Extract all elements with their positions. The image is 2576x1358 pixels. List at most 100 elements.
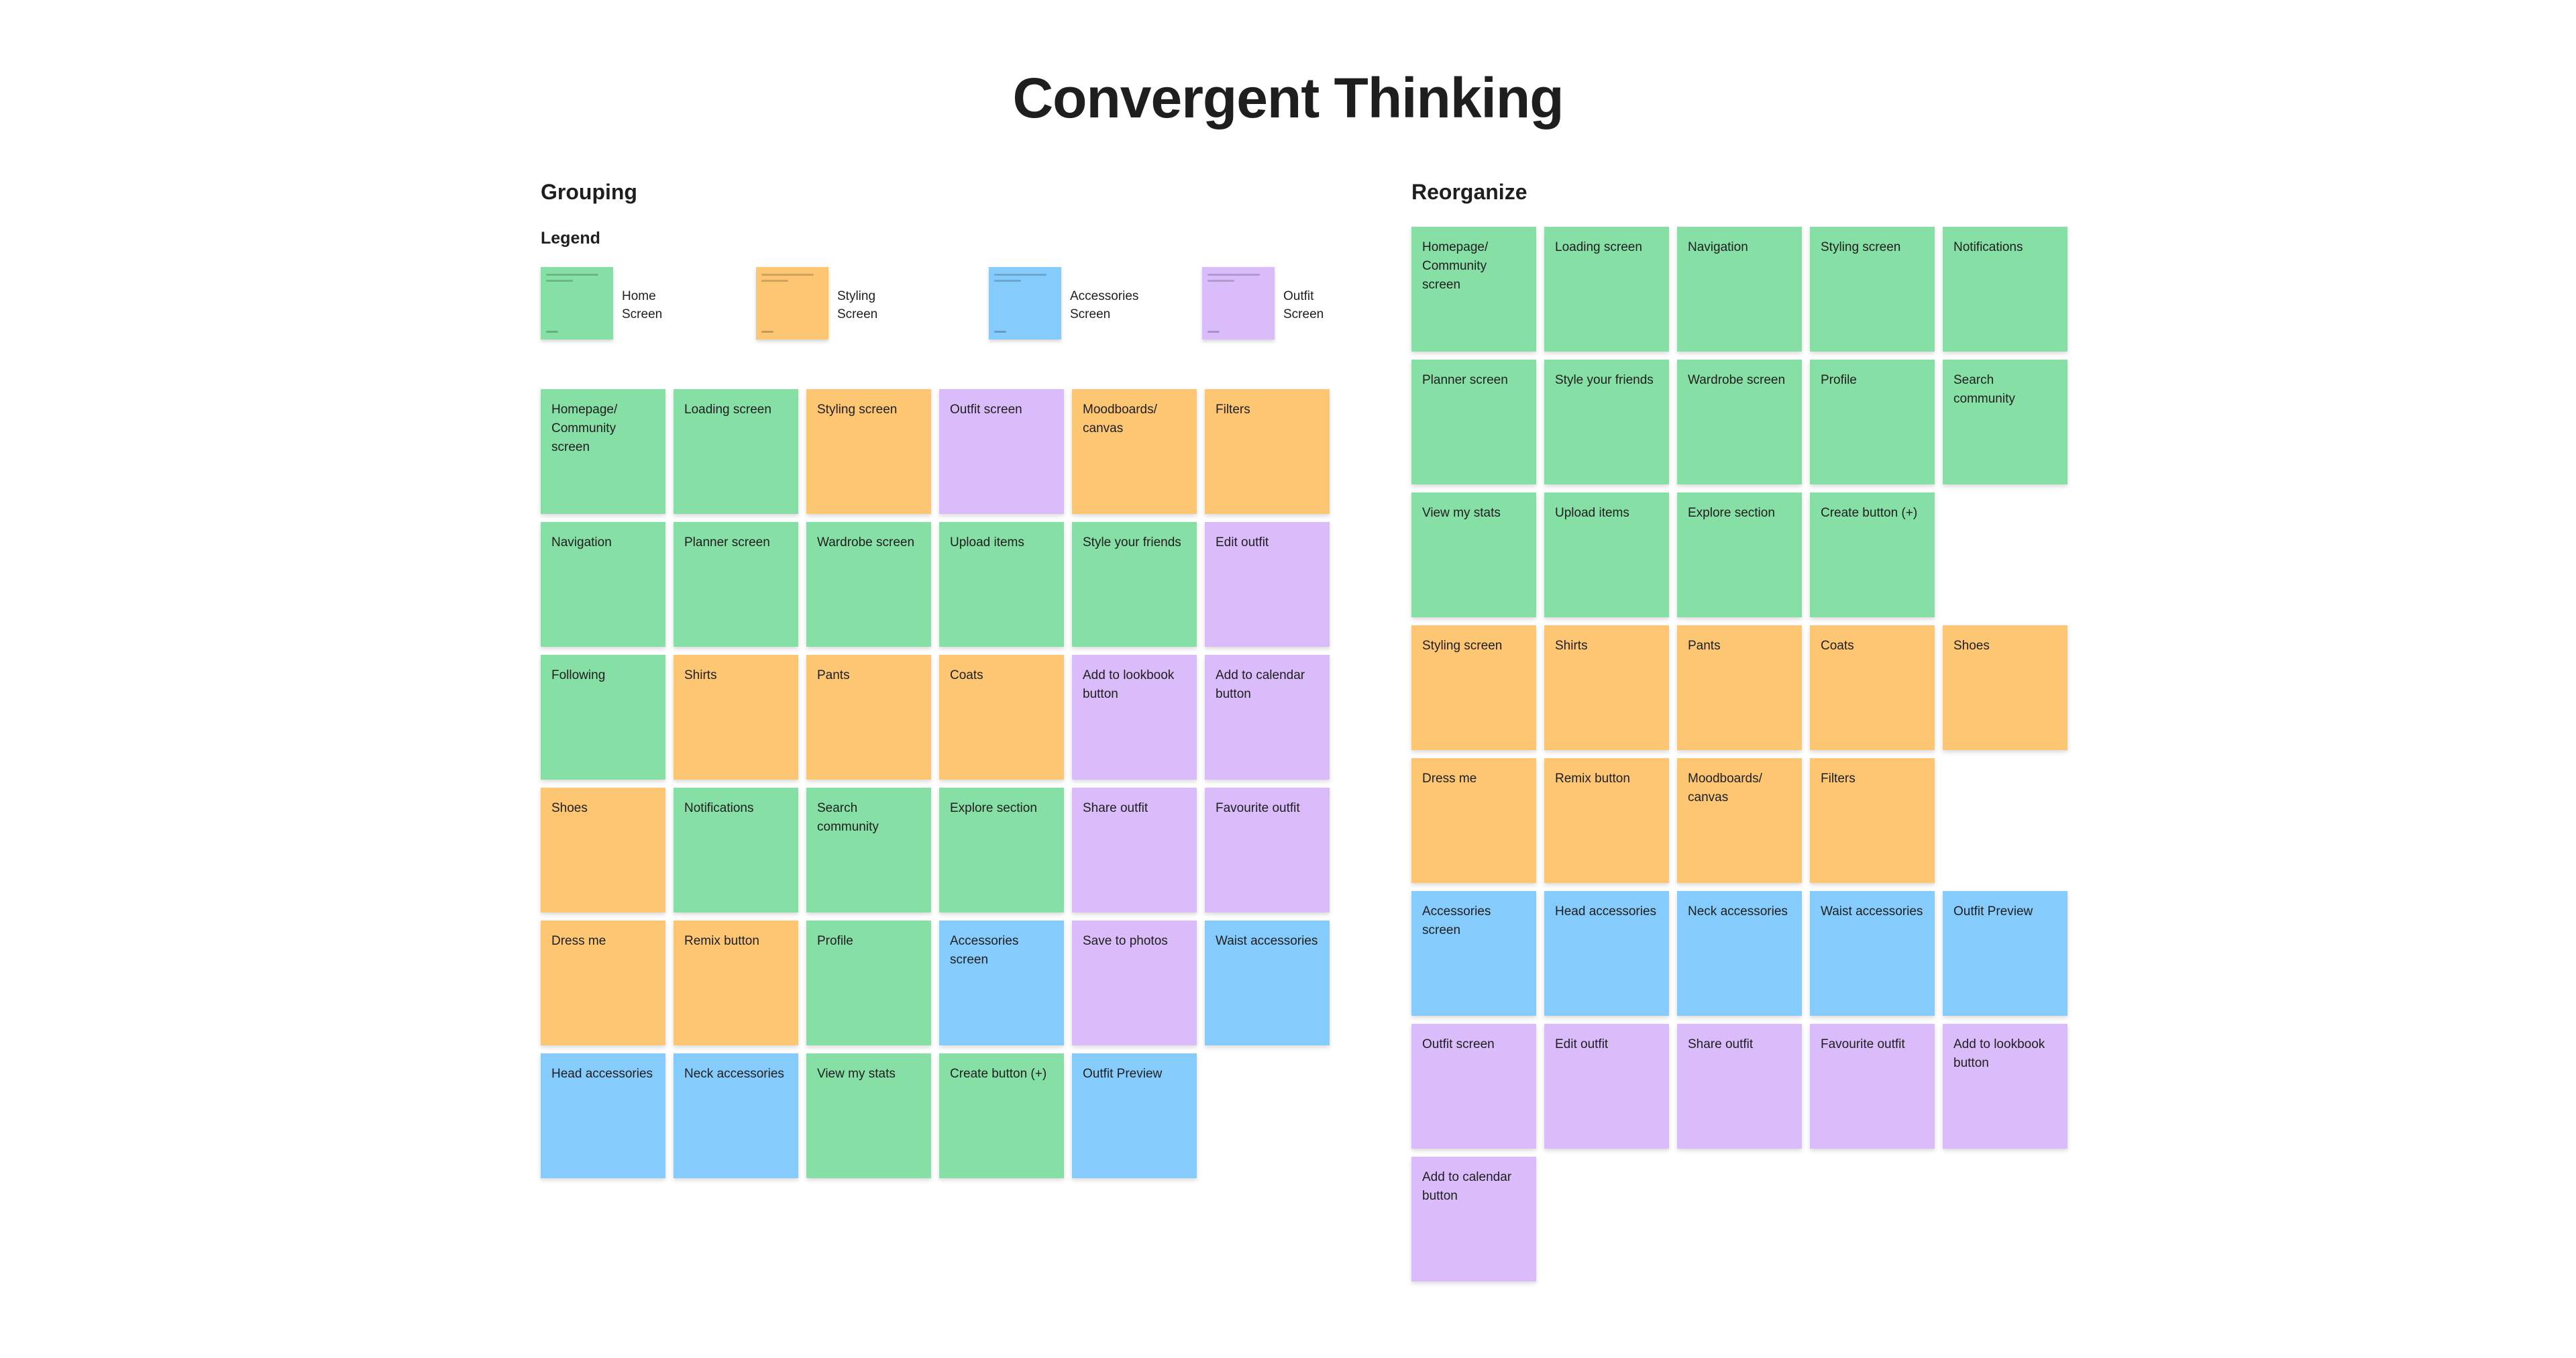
sticky-note[interactable]: Search community — [1943, 360, 2068, 484]
sticky-note[interactable]: Style your friends — [1544, 360, 1669, 484]
sticky-note[interactable]: Add to lookbook button — [1943, 1024, 2068, 1149]
sticky-note[interactable]: Neck accessories — [1677, 891, 1802, 1016]
sticky-note[interactable]: Remix button — [674, 921, 798, 1045]
sticky-note-text: Remix button — [1555, 772, 1630, 786]
sticky-note[interactable]: Add to calendar button — [1411, 1157, 1536, 1282]
sticky-note[interactable]: Search community — [806, 788, 931, 912]
sticky-note-text: Styling screen — [1821, 240, 1901, 254]
sticky-note[interactable]: Explore section — [939, 788, 1064, 912]
legend-color-swatch[interactable] — [756, 267, 828, 340]
sticky-note[interactable]: Coats — [1810, 625, 1935, 750]
sticky-note[interactable]: Filters — [1810, 758, 1935, 883]
sticky-note-text: Filters — [1216, 403, 1250, 417]
sticky-note[interactable]: Head accessories — [541, 1053, 665, 1178]
sticky-note[interactable]: Create button (+) — [1810, 492, 1935, 617]
grouping-section-title: Grouping — [541, 180, 637, 204]
sticky-note-text: Dress me — [1422, 772, 1477, 786]
sticky-note[interactable]: Share outfit — [1072, 788, 1197, 912]
sticky-note[interactable]: Pants — [1677, 625, 1802, 750]
legend-swatch-placeholder-line — [761, 331, 773, 333]
sticky-note[interactable]: Outfit Preview — [1072, 1053, 1197, 1178]
sticky-note[interactable]: Homepage/ Community screen — [1411, 227, 1536, 352]
sticky-note[interactable]: Save to photos — [1072, 921, 1197, 1045]
sticky-note-text: Wardrobe screen — [817, 535, 915, 550]
sticky-note[interactable]: Styling screen — [1810, 227, 1935, 352]
sticky-note[interactable]: Accessories screen — [939, 921, 1064, 1045]
sticky-note[interactable]: Favourite outfit — [1205, 788, 1330, 912]
sticky-note-text: Homepage/ Community screen — [551, 403, 618, 454]
sticky-note[interactable]: Planner screen — [1411, 360, 1536, 484]
sticky-note[interactable]: Notifications — [674, 788, 798, 912]
sticky-note[interactable]: Head accessories — [1544, 891, 1669, 1016]
sticky-note-text: Explore section — [950, 801, 1037, 815]
sticky-note-text: Planner screen — [684, 535, 770, 550]
sticky-note[interactable]: Outfit Preview — [1943, 891, 2068, 1016]
legend-color-swatch[interactable] — [1202, 267, 1275, 340]
sticky-note[interactable]: Filters — [1205, 389, 1330, 514]
sticky-note[interactable]: Upload items — [1544, 492, 1669, 617]
legend-swatch-placeholder-line — [546, 280, 573, 282]
sticky-note-text: Accessories screen — [1422, 904, 1491, 937]
sticky-note[interactable]: Homepage/ Community screen — [541, 389, 665, 514]
sticky-note[interactable]: Dress me — [541, 921, 665, 1045]
sticky-note-text: Search community — [1953, 373, 2015, 406]
sticky-note[interactable]: Create button (+) — [939, 1053, 1064, 1178]
sticky-note[interactable]: Explore section — [1677, 492, 1802, 617]
sticky-note[interactable]: Coats — [939, 655, 1064, 780]
sticky-note[interactable]: Planner screen — [674, 522, 798, 647]
sticky-note[interactable]: Edit outfit — [1205, 522, 1330, 647]
sticky-note-text: Styling screen — [817, 403, 898, 417]
sticky-note-text: Shirts — [684, 668, 717, 682]
legend-label: Accessories Screen — [1070, 289, 1139, 321]
sticky-note-text: Moodboards/ canvas — [1688, 772, 1762, 804]
legend-label: Styling Screen — [837, 289, 878, 321]
sticky-note[interactable]: Outfit screen — [939, 389, 1064, 514]
sticky-note[interactable]: Shirts — [1544, 625, 1669, 750]
sticky-note-text: Remix button — [684, 934, 759, 948]
sticky-note[interactable]: Accessories screen — [1411, 891, 1536, 1016]
sticky-note[interactable]: Loading screen — [674, 389, 798, 514]
legend-color-swatch[interactable] — [541, 267, 613, 340]
sticky-note[interactable]: Shirts — [674, 655, 798, 780]
sticky-note[interactable]: Wardrobe screen — [806, 522, 931, 647]
sticky-note[interactable]: Waist accessories — [1205, 921, 1330, 1045]
sticky-note[interactable]: View my stats — [806, 1053, 931, 1178]
sticky-note[interactable]: Moodboards/ canvas — [1072, 389, 1197, 514]
sticky-note[interactable]: Wardrobe screen — [1677, 360, 1802, 484]
sticky-note-text: Styling screen — [1422, 639, 1503, 653]
sticky-note[interactable]: Moodboards/ canvas — [1677, 758, 1802, 883]
sticky-note[interactable]: Neck accessories — [674, 1053, 798, 1178]
sticky-note-text: Following — [551, 668, 606, 682]
sticky-note[interactable]: Notifications — [1943, 227, 2068, 352]
legend-swatch-placeholder-line — [1208, 280, 1234, 282]
sticky-note[interactable]: Remix button — [1544, 758, 1669, 883]
sticky-note[interactable]: Loading screen — [1544, 227, 1669, 352]
sticky-note[interactable]: Edit outfit — [1544, 1024, 1669, 1149]
sticky-note[interactable]: Style your friends — [1072, 522, 1197, 647]
sticky-note-text: Head accessories — [551, 1067, 653, 1081]
sticky-note-text: Shoes — [551, 801, 588, 815]
sticky-note[interactable]: Styling screen — [1411, 625, 1536, 750]
sticky-note[interactable]: Add to lookbook button — [1072, 655, 1197, 780]
sticky-note[interactable]: Following — [541, 655, 665, 780]
sticky-note[interactable]: Profile — [1810, 360, 1935, 484]
sticky-note[interactable]: Profile — [806, 921, 931, 1045]
sticky-note[interactable]: Dress me — [1411, 758, 1536, 883]
sticky-note[interactable]: Waist accessories — [1810, 891, 1935, 1016]
sticky-note[interactable]: Add to calendar button — [1205, 655, 1330, 780]
sticky-note[interactable]: Share outfit — [1677, 1024, 1802, 1149]
sticky-note[interactable]: Styling screen — [806, 389, 931, 514]
sticky-note[interactable]: Outfit screen — [1411, 1024, 1536, 1149]
sticky-note[interactable]: Shoes — [1943, 625, 2068, 750]
sticky-note[interactable]: Favourite outfit — [1810, 1024, 1935, 1149]
sticky-note-text: Share outfit — [1083, 801, 1148, 815]
sticky-note-text: Outfit Preview — [1083, 1067, 1163, 1081]
sticky-note[interactable]: Navigation — [1677, 227, 1802, 352]
sticky-note[interactable]: Pants — [806, 655, 931, 780]
sticky-note[interactable]: Shoes — [541, 788, 665, 912]
sticky-note[interactable]: Navigation — [541, 522, 665, 647]
sticky-note[interactable]: Upload items — [939, 522, 1064, 647]
legend-color-swatch[interactable] — [989, 267, 1061, 340]
sticky-note[interactable]: View my stats — [1411, 492, 1536, 617]
